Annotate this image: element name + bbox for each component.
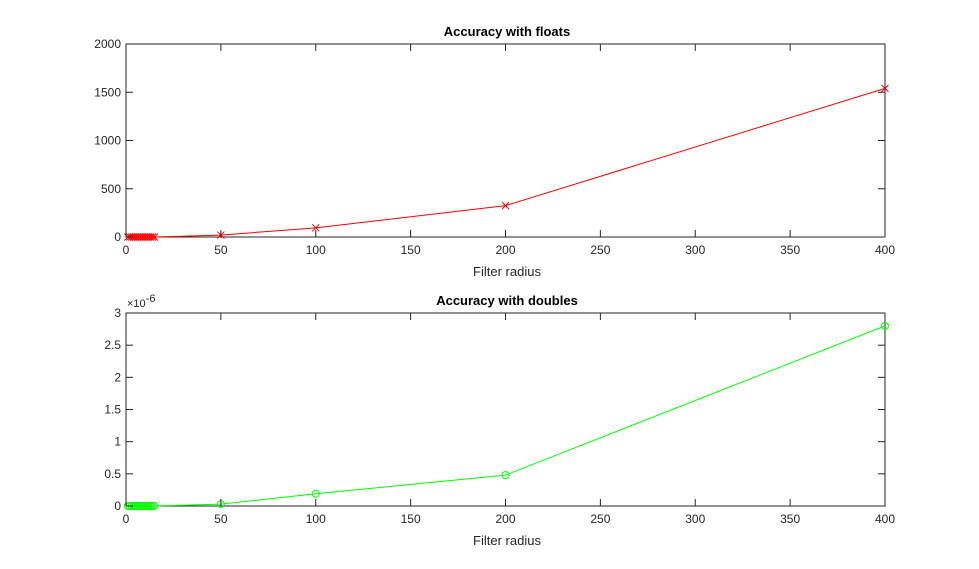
y-tick-label: 0 [114,499,121,513]
y-tick-label: 1.5 [104,403,121,417]
x-tick-label: 250 [590,243,610,257]
data-point-stroke [131,233,140,241]
x-tick-label: 100 [306,512,326,526]
y-tick-label: 500 [101,182,121,196]
data-point-stroke [150,233,159,241]
x-tick-label: 0 [123,243,130,257]
data-point [501,471,510,480]
data-point-stroke [135,233,144,241]
data-point-stroke [139,233,147,241]
x-tick-label: 50 [214,512,228,526]
data-point [139,233,147,241]
data-point [137,233,146,241]
y-tick-label: 1500 [94,85,121,99]
data-point [311,223,320,232]
x-tick-label: 100 [306,243,326,257]
x-tick-label: 300 [685,243,705,257]
series-marks [123,321,889,510]
axis-ticks: 0 50 100 150 200 250 300 350 400 0 0.5 1 1.5 2 2.5 3 [104,306,895,526]
plot-doubles: Accuracy with doubles 0 50 100 150 200 250 300… [104,293,895,548]
y-tick-label: 2000 [94,37,121,51]
data-point [141,233,149,241]
data-point [881,84,889,93]
data-point [131,233,140,241]
x-tick-label: 350 [780,243,800,257]
x-tick-label: 150 [401,512,421,526]
chart-title: Accuracy with floats [444,24,570,39]
data-point-stroke [311,223,320,232]
x-axis-label: Filter radius [473,264,541,279]
y-exponent-label: ×10-6 [127,293,155,310]
chart-title: Accuracy with doubles [436,293,578,308]
data-point [143,233,151,241]
data-point [135,233,144,241]
data-point [144,233,153,241]
y-tick-label: 2.5 [104,338,121,352]
data-point [150,233,159,241]
data-point-stroke [137,233,146,241]
x-tick-label: 150 [401,243,421,257]
x-axis-label: Filter radius [473,533,541,548]
data-point-stroke [143,233,151,241]
data-point-stroke [501,201,510,210]
data-point [501,201,510,210]
y-tick-label: 0 [114,230,121,244]
axis-ticks: 0 50 100 150 200 250 300 350 400 0 500 1000 1500 2000 [94,37,895,257]
x-tick-label: 0 [123,512,130,526]
y-tick-label: 2 [114,370,121,384]
x-tick-label: 350 [780,512,800,526]
x-tick-label: 300 [685,512,705,526]
y-tick-label: 0.5 [104,467,121,481]
data-point-stroke [146,233,155,241]
x-tick-label: 400 [875,243,895,257]
series-marks [124,84,889,241]
data-point [129,233,138,241]
y-exponent-value: -6 [146,293,156,305]
data-point-stroke [144,233,153,241]
plot-area [125,43,886,238]
y-tick-label: 3 [114,306,121,320]
data-point-stroke [141,233,149,241]
x-tick-label: 400 [875,512,895,526]
data-point [311,489,320,498]
x-tick-label: 50 [214,243,228,257]
data-point-stroke [148,233,157,241]
y-tick-label: 1000 [94,134,121,148]
series-line [127,87,886,238]
x-tick-label: 250 [590,512,610,526]
data-point-stroke [129,233,138,241]
x-tick-label: 200 [495,512,515,526]
data-point-stroke [133,233,142,241]
data-point [133,233,142,241]
data-point-stroke [881,84,889,93]
data-point [148,233,157,241]
plot-area [125,312,886,507]
data-point [146,233,155,241]
plot-floats: Accuracy with floats 0 50 100 150 200 250 300 3… [94,24,895,279]
data-point [150,502,159,510]
y-tick-label: 1 [114,435,121,449]
x-tick-label: 200 [495,243,515,257]
data-point [881,321,889,330]
